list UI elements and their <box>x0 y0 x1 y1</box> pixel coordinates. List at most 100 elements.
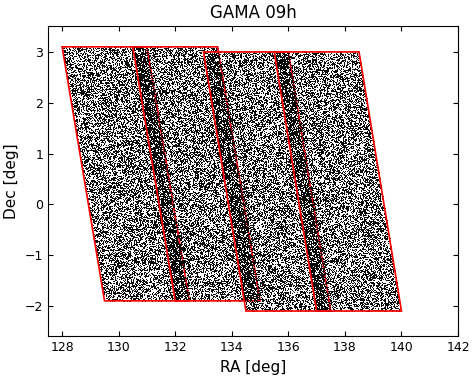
Point <box>96 45 103 51</box>
Point <box>168 100 175 106</box>
Point <box>344 61 352 67</box>
Point <box>316 256 324 262</box>
Point <box>300 190 307 196</box>
Point <box>316 277 324 283</box>
Point <box>180 131 188 137</box>
Point <box>150 115 158 121</box>
Point <box>225 127 232 133</box>
Point <box>134 210 142 216</box>
Point <box>179 258 187 264</box>
Point <box>119 44 127 50</box>
Point <box>246 88 254 94</box>
Point <box>150 190 157 196</box>
Point <box>128 186 136 192</box>
Point <box>346 291 353 297</box>
Point <box>291 172 298 178</box>
Point <box>152 204 159 210</box>
Point <box>309 208 316 214</box>
Point <box>90 79 97 85</box>
Point <box>322 209 329 215</box>
Point <box>116 236 123 243</box>
Point <box>311 239 319 245</box>
Point <box>241 193 249 199</box>
Point <box>148 148 156 154</box>
Point <box>172 237 180 243</box>
Point <box>243 182 251 188</box>
Point <box>223 186 230 192</box>
Point <box>183 282 191 288</box>
Point <box>288 119 296 125</box>
Point <box>193 268 201 274</box>
Point <box>230 155 237 161</box>
Point <box>329 106 337 112</box>
Point <box>137 202 144 208</box>
Point <box>263 300 271 306</box>
Point <box>360 212 367 218</box>
Point <box>99 229 106 235</box>
Point <box>315 281 323 287</box>
Point <box>261 215 269 221</box>
Point <box>278 275 285 281</box>
Point <box>228 186 235 192</box>
Point <box>241 178 249 184</box>
Point <box>312 132 320 138</box>
Point <box>164 236 172 242</box>
Point <box>240 183 247 189</box>
Point <box>162 149 170 155</box>
Point <box>136 173 144 179</box>
Point <box>139 66 146 72</box>
Point <box>189 224 197 230</box>
Point <box>97 69 105 75</box>
Point <box>118 114 126 120</box>
Point <box>202 113 210 119</box>
Point <box>116 257 124 263</box>
Point <box>242 290 249 296</box>
Point <box>327 206 335 212</box>
Point <box>136 273 144 279</box>
Point <box>292 109 299 115</box>
Point <box>342 144 350 150</box>
Point <box>125 245 132 251</box>
Point <box>313 305 320 311</box>
Point <box>221 298 228 304</box>
Point <box>145 188 153 194</box>
Point <box>171 210 179 216</box>
Point <box>138 261 146 267</box>
Point <box>201 268 209 274</box>
Point <box>140 288 147 294</box>
Point <box>299 216 307 222</box>
Point <box>285 207 293 213</box>
Point <box>318 293 325 299</box>
Point <box>113 200 121 206</box>
Point <box>157 143 164 149</box>
Point <box>339 78 347 84</box>
Point <box>214 155 222 161</box>
Point <box>172 111 180 117</box>
Point <box>377 239 385 245</box>
Point <box>321 180 329 186</box>
Point <box>111 60 118 66</box>
Point <box>113 191 120 197</box>
Point <box>229 274 237 280</box>
Point <box>351 182 358 188</box>
Point <box>84 94 91 100</box>
Point <box>301 133 309 139</box>
Point <box>310 146 318 152</box>
Point <box>282 102 290 108</box>
Point <box>343 203 351 209</box>
Point <box>177 214 185 220</box>
Point <box>156 125 164 131</box>
Point <box>140 226 148 232</box>
Point <box>331 92 339 98</box>
Point <box>173 98 181 104</box>
Point <box>102 280 110 286</box>
Point <box>214 60 221 66</box>
Point <box>113 178 121 184</box>
Point <box>173 251 180 257</box>
Point <box>164 93 171 99</box>
Point <box>282 269 290 275</box>
Point <box>234 257 241 263</box>
Point <box>244 249 252 255</box>
Point <box>241 112 248 118</box>
Point <box>120 243 128 249</box>
